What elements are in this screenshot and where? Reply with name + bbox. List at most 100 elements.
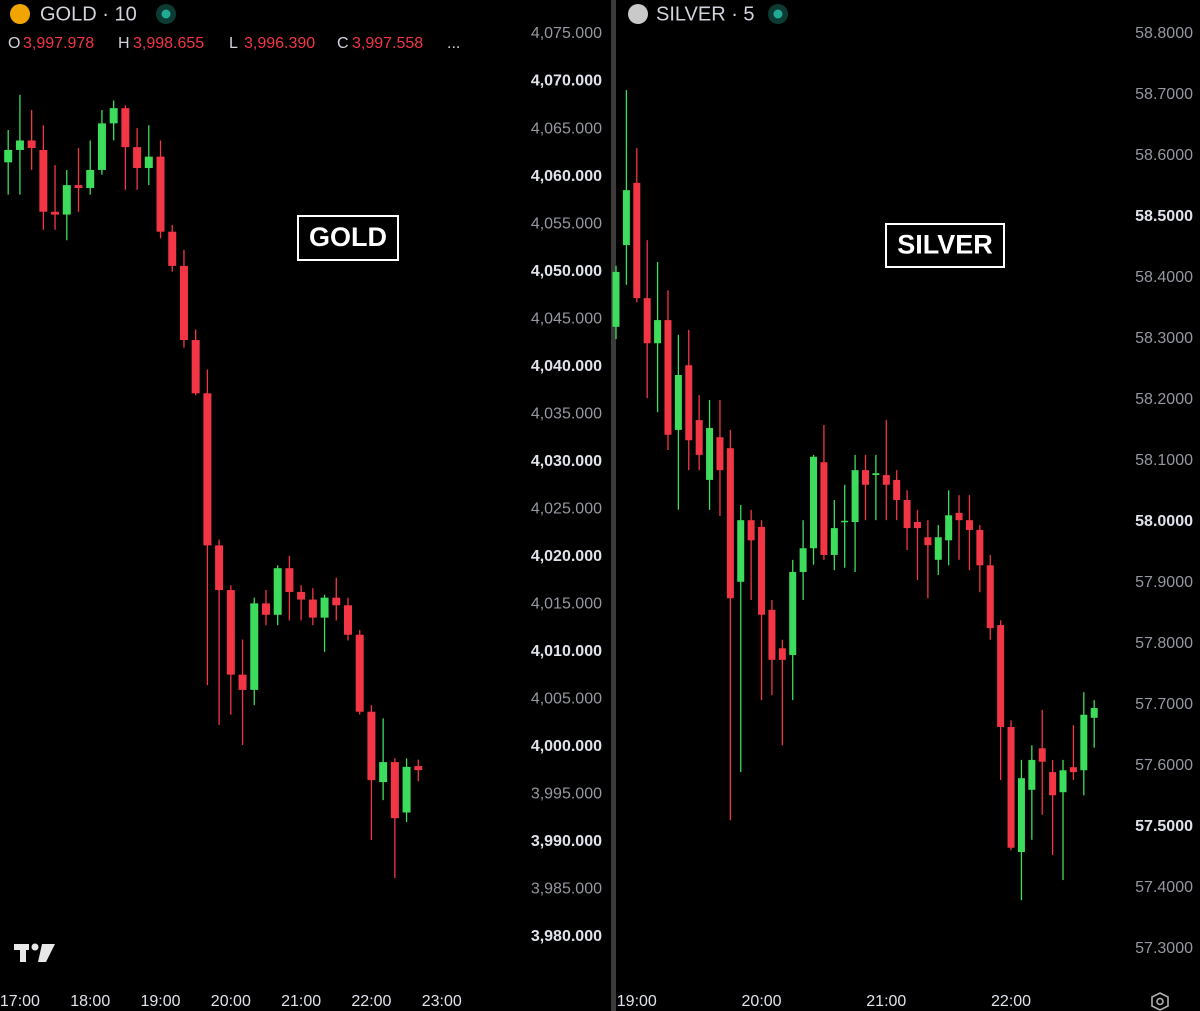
y-tick-label: 4,005.000	[531, 691, 602, 708]
candle-body	[308, 599, 317, 618]
settings-icon-center	[1156, 997, 1164, 1006]
annotation-label: GOLD	[309, 222, 387, 252]
candle-body	[156, 156, 165, 232]
status-dot	[161, 9, 171, 19]
candle-body	[1080, 714, 1088, 771]
y-tick-label: 58.0000	[1135, 513, 1193, 530]
ohlc-value: 3,997.558	[352, 35, 423, 52]
candle-body	[934, 537, 942, 560]
y-tick-label: 4,075.000	[531, 25, 602, 42]
candle-body	[945, 515, 953, 541]
candle-body	[799, 548, 807, 573]
symbol-icon	[10, 4, 30, 24]
candle-body	[778, 648, 786, 660]
candle-body	[1090, 708, 1098, 718]
candle-body	[226, 590, 235, 675]
y-tick-label: 57.6000	[1135, 757, 1193, 774]
y-tick-label: 4,025.000	[531, 500, 602, 517]
x-tick-label: 21:00	[866, 993, 906, 1010]
y-tick-label: 4,050.000	[531, 263, 602, 280]
candle-body	[39, 149, 48, 212]
y-tick-label: 4,040.000	[531, 358, 602, 375]
y-tick-label: 57.9000	[1135, 574, 1193, 591]
candle-body	[768, 609, 776, 660]
ohlc-more[interactable]: ...	[447, 35, 460, 52]
candle-body	[810, 456, 818, 549]
candle-body	[15, 140, 24, 150]
logo-stem	[20, 944, 26, 962]
candle-body	[643, 298, 651, 344]
symbol-icon	[628, 4, 648, 24]
y-tick-label: 58.7000	[1135, 86, 1193, 103]
candle-body	[4, 149, 13, 163]
candle-body	[965, 520, 973, 530]
price-panel: SILVER · 5 SILVER 58.8000 58.7000 58.6000 58.…	[612, 3, 1193, 1010]
candle-body	[261, 603, 270, 615]
y-tick-label: 57.5000	[1135, 818, 1193, 835]
y-tick-label: 4,070.000	[531, 73, 602, 90]
settings-icon[interactable]	[1151, 992, 1169, 1011]
y-tick-label: 3,990.000	[531, 833, 602, 850]
candle-body	[664, 320, 672, 435]
candle-body	[893, 479, 901, 501]
symbol-title: GOLD · 10	[40, 3, 137, 25]
candle-body	[955, 512, 963, 521]
candle-body	[758, 526, 766, 615]
candle-body	[367, 711, 376, 781]
candle-body	[51, 211, 60, 215]
annotation-box	[885, 223, 1005, 268]
ohlc-key: L	[229, 35, 238, 52]
candle-body	[332, 597, 341, 606]
candle-body	[285, 568, 294, 592]
candle-body	[913, 522, 921, 529]
candle-body	[320, 597, 329, 618]
candle-body	[976, 529, 984, 566]
annotation-box	[297, 215, 399, 261]
candle-body	[612, 271, 620, 327]
ohlc-value: 3,997.978	[23, 35, 94, 52]
candle-body	[862, 470, 869, 485]
y-tick-label: 57.8000	[1135, 635, 1193, 652]
candle-body	[903, 500, 911, 529]
candle-body	[238, 674, 247, 690]
candle-body	[390, 762, 399, 819]
y-tick-label: 4,010.000	[531, 643, 602, 660]
y-tick-label: 58.5000	[1135, 208, 1193, 225]
candle-body	[695, 420, 703, 455]
x-tick-label: 19:00	[140, 993, 180, 1010]
candle-body	[1007, 726, 1015, 848]
candle-body	[379, 762, 388, 783]
candle-body	[1059, 770, 1067, 793]
y-tick-label: 4,055.000	[531, 215, 602, 232]
x-tick-label: 22:00	[351, 993, 391, 1010]
x-tick-label: 17:00	[0, 993, 40, 1010]
candle-body	[1069, 767, 1077, 773]
candle-body	[706, 428, 714, 480]
candle-body	[851, 470, 859, 522]
candle-body	[997, 625, 1005, 727]
candle-body	[109, 108, 118, 124]
candle-body	[789, 572, 797, 655]
y-tick-label: 57.4000	[1135, 879, 1193, 896]
candle-body	[203, 393, 212, 546]
y-tick-label: 58.8000	[1135, 25, 1193, 42]
y-tick-label: 4,020.000	[531, 548, 602, 565]
candle-body	[168, 231, 177, 266]
candle-body	[121, 108, 130, 148]
y-tick-label: 4,060.000	[531, 168, 602, 185]
x-tick-label: 21:00	[281, 993, 321, 1010]
ohlc-key: H	[118, 35, 130, 52]
x-tick-label: 20:00	[211, 993, 251, 1010]
candle-body	[27, 140, 36, 149]
x-tick-label: 18:00	[70, 993, 110, 1010]
x-tick-label: 19:00	[617, 993, 657, 1010]
y-tick-label: 3,980.000	[531, 928, 602, 945]
status-dot	[773, 9, 783, 19]
candle-body	[747, 520, 755, 541]
candle-body	[133, 147, 142, 169]
y-tick-label: 58.1000	[1135, 452, 1193, 469]
candle-body	[343, 605, 352, 635]
ohlc-key: C	[337, 35, 349, 52]
candle-body	[1028, 759, 1036, 790]
